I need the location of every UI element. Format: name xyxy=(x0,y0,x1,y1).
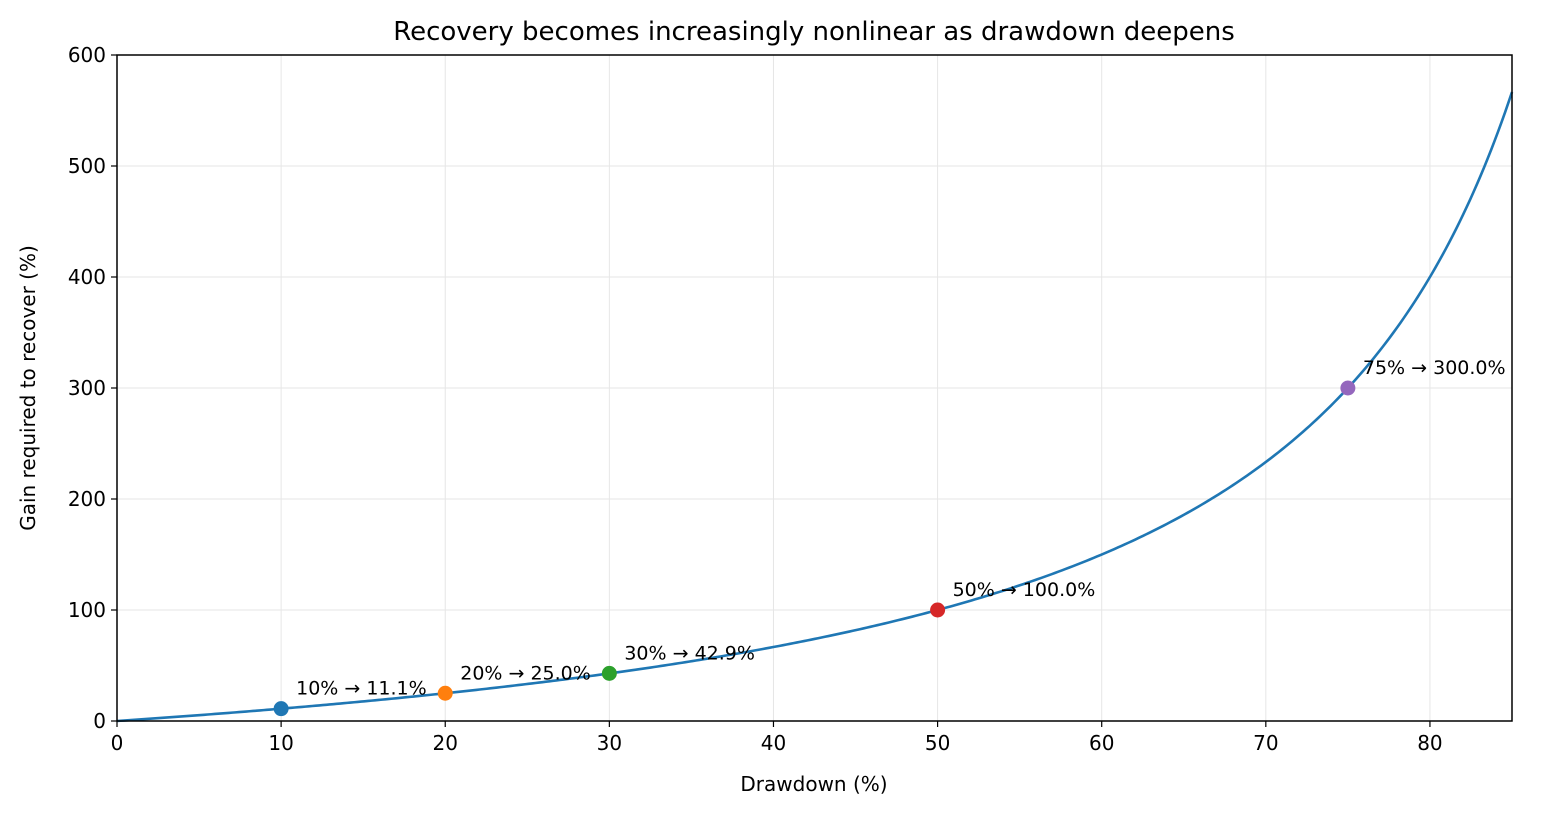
y-axis-ticks: 0 100 200 300 400 500 600 xyxy=(68,43,117,733)
y-tick-label: 600 xyxy=(68,43,106,67)
x-tick-label: 70 xyxy=(1253,731,1278,755)
highlighted-points xyxy=(273,380,1356,717)
plot-series xyxy=(116,91,1514,723)
x-axis-ticks: 0 10 20 30 40 50 60 70 80 xyxy=(111,721,1443,755)
y-tick-label: 0 xyxy=(93,709,106,733)
point-annotation: 50% → 100.0% xyxy=(953,579,1096,601)
highlight-point xyxy=(273,701,289,717)
x-tick-label: 0 xyxy=(111,731,124,755)
y-tick-label: 400 xyxy=(68,265,106,289)
y-tick-label: 300 xyxy=(68,376,106,400)
point-annotation: 75% → 300.0% xyxy=(1363,357,1506,379)
highlight-point xyxy=(437,685,453,701)
highlight-point xyxy=(601,665,617,681)
x-tick-label: 60 xyxy=(1089,731,1114,755)
highlight-point xyxy=(930,602,946,618)
chart-title: Recovery becomes increasingly nonlinear … xyxy=(393,17,1235,47)
series-line xyxy=(116,91,1514,723)
x-tick-label: 10 xyxy=(268,731,293,755)
x-tick-label: 30 xyxy=(597,731,622,755)
x-tick-label: 20 xyxy=(433,731,458,755)
x-tick-label: 50 xyxy=(925,731,950,755)
point-annotations: 10% → 11.1% 20% → 25.0% 30% → 42.9% 50% → 1… xyxy=(296,357,1505,700)
highlight-point xyxy=(1340,380,1356,396)
x-axis-title: Drawdown (%) xyxy=(740,772,887,796)
x-tick-label: 80 xyxy=(1417,731,1442,755)
point-annotation: 30% → 42.9% xyxy=(624,642,755,664)
x-tick-label: 40 xyxy=(761,731,786,755)
y-tick-label: 200 xyxy=(68,487,106,511)
point-annotation: 20% → 25.0% xyxy=(460,662,591,684)
y-axis-title: Gain required to recover (%) xyxy=(16,245,40,531)
point-annotation: 10% → 11.1% xyxy=(296,678,427,700)
y-tick-label: 100 xyxy=(68,598,106,622)
y-tick-label: 500 xyxy=(68,154,106,178)
